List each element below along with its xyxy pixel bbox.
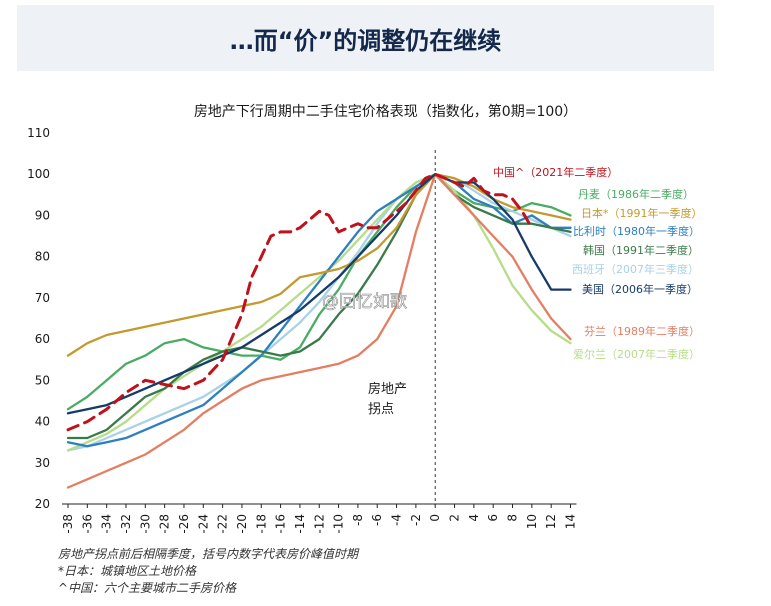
- x-tick-label: -12: [312, 514, 326, 534]
- x-tick-label: -36: [80, 514, 94, 534]
- series-label-5: 西班牙（2007年三季度）: [572, 262, 699, 276]
- x-tick-label: -26: [177, 514, 191, 534]
- plot-area: [68, 174, 571, 487]
- y-tick-label: 30: [35, 456, 50, 470]
- line-chart: 2030405060708090100110-38 -36 -34 -32 -30 -28…: [0, 0, 771, 606]
- x-tick-label: 6: [486, 514, 500, 522]
- series-label-4: 韩国（1991年二季度）: [583, 243, 699, 257]
- x-tick-label: -22: [216, 514, 230, 534]
- turning-point-annotation-line2: 拐点: [368, 402, 394, 417]
- x-tick-label: -34: [100, 514, 114, 534]
- x-tick-label: 8: [506, 514, 520, 522]
- x-tick-label: -14: [293, 514, 307, 534]
- x-tick-label: -30: [138, 514, 152, 534]
- y-tick-label: 20: [35, 497, 50, 511]
- series-labels: 中国^（2021年二季度） 丹麦（1986年二季度） 日本*（1991年一季度） 比利…: [493, 165, 703, 361]
- y-tick-label: 80: [35, 250, 50, 264]
- series-line-4: [68, 174, 571, 438]
- x-tick-label: -10: [332, 514, 346, 534]
- y-tick-label: 60: [35, 332, 50, 346]
- y-tick-label: 100: [27, 167, 50, 181]
- footnote-1: 房地产拐点前后相隔季度，括号内数字代表房价峰值时期: [58, 546, 358, 563]
- x-tick-label: -4: [390, 514, 404, 526]
- series-label-6: 美国（2006年一季度）: [582, 282, 698, 296]
- x-tick-label: 10: [525, 514, 539, 529]
- series-label-7: 芬兰（1989年二季度）: [584, 324, 700, 338]
- x-tick-label: -6: [370, 514, 384, 526]
- y-tick-label: 70: [35, 291, 50, 305]
- footnote-3: ^中国：六个主要城市二手房价格: [58, 580, 358, 597]
- x-tick-label: -20: [235, 514, 249, 534]
- x-tick-label: -38: [61, 514, 75, 534]
- x-tick-label: -24: [196, 514, 210, 534]
- footnotes: 房地产拐点前后相隔季度，括号内数字代表房价峰值时期 *日本：城镇地区土地价格 ^…: [58, 546, 358, 597]
- series-label-2: 日本*（1991年一季度）: [581, 206, 703, 220]
- y-tick-label: 90: [35, 208, 50, 222]
- x-tick-label: -32: [119, 514, 133, 534]
- y-tick-label: 40: [35, 415, 50, 429]
- x-tick-label: 2: [448, 514, 462, 522]
- x-tick-label: -16: [274, 514, 288, 534]
- x-tick-label: -2: [409, 514, 423, 526]
- series-label-3: 比利时（1980年一季度）: [573, 224, 700, 238]
- series-label-0: 中国^（2021年二季度）: [493, 165, 618, 179]
- footnote-2: *日本：城镇地区土地价格: [58, 563, 358, 580]
- x-tick-label: -28: [158, 514, 172, 534]
- series-label-8: 爱尔兰（2007年二季度）: [573, 347, 700, 361]
- x-tick-label: -8: [351, 514, 365, 526]
- x-tick-label: 12: [544, 514, 558, 529]
- x-tick-label: 0: [428, 514, 442, 522]
- turning-point-annotation-line1: 房地产: [368, 381, 407, 397]
- y-tick-label: 50: [35, 373, 50, 387]
- x-tick-label: 14: [564, 514, 578, 529]
- x-tick-label: 4: [467, 514, 481, 522]
- watermark: @回忆如歌: [322, 292, 407, 312]
- x-tick-label: -18: [254, 514, 268, 534]
- series-line-7: [68, 174, 571, 487]
- y-tick-label: 110: [27, 126, 50, 140]
- series-label-1: 丹麦（1986年二季度）: [578, 187, 694, 201]
